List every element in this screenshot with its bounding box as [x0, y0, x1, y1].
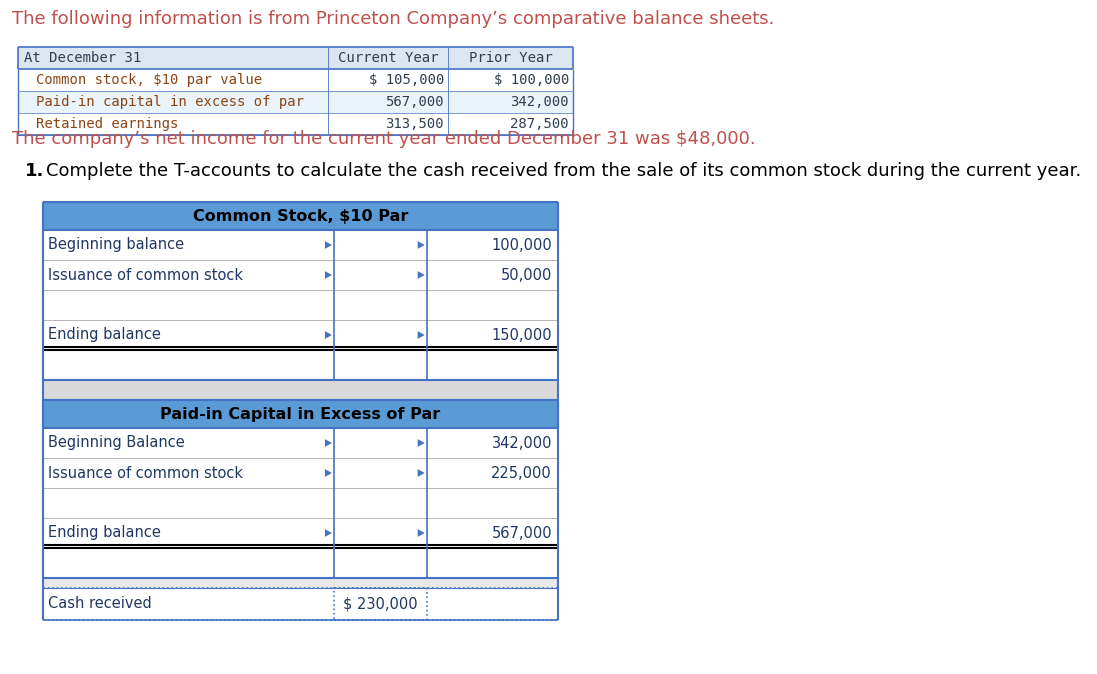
- Text: Complete the T-accounts to calculate the cash received from the sale of its comm: Complete the T-accounts to calculate the…: [46, 162, 1082, 180]
- Text: Cash received: Cash received: [48, 596, 151, 611]
- Polygon shape: [418, 439, 425, 447]
- Bar: [43, 290, 558, 320]
- Text: Ending balance: Ending balance: [48, 526, 161, 541]
- Polygon shape: [325, 331, 332, 339]
- Bar: [43, 518, 558, 548]
- Bar: [43, 578, 558, 588]
- Bar: [43, 588, 558, 620]
- Bar: [43, 350, 558, 380]
- Bar: [18, 91, 573, 113]
- Bar: [18, 113, 573, 135]
- Bar: [43, 230, 558, 260]
- Polygon shape: [325, 469, 332, 477]
- Bar: [18, 69, 573, 91]
- Polygon shape: [418, 241, 425, 249]
- Polygon shape: [418, 271, 425, 279]
- Text: 342,000: 342,000: [491, 435, 552, 450]
- Polygon shape: [325, 241, 332, 249]
- Polygon shape: [418, 331, 425, 339]
- Text: Beginning Balance: Beginning Balance: [48, 435, 184, 450]
- Text: 225,000: 225,000: [491, 466, 552, 481]
- Text: 100,000: 100,000: [491, 237, 552, 253]
- Bar: [333, 588, 427, 620]
- Text: $ 230,000: $ 230,000: [343, 596, 418, 611]
- Bar: [43, 428, 558, 458]
- Text: Common stock, $10 par value: Common stock, $10 par value: [36, 73, 262, 87]
- Bar: [43, 488, 558, 518]
- Bar: [43, 320, 558, 350]
- Polygon shape: [418, 529, 425, 537]
- Text: At December 31: At December 31: [24, 51, 142, 65]
- Text: Beginning balance: Beginning balance: [48, 237, 184, 253]
- Text: Paid-in Capital in Excess of Par: Paid-in Capital in Excess of Par: [160, 406, 441, 421]
- Polygon shape: [418, 469, 425, 477]
- Text: 1.: 1.: [25, 162, 44, 180]
- Text: Common Stock, $10 Par: Common Stock, $10 Par: [193, 208, 408, 224]
- Text: The company’s net income for the current year ended December 31 was $48,000.: The company’s net income for the current…: [12, 130, 756, 148]
- Text: 287,500: 287,500: [510, 117, 569, 131]
- Text: 567,000: 567,000: [491, 526, 552, 541]
- Text: 313,500: 313,500: [385, 117, 444, 131]
- Text: The following information is from Princeton Company’s comparative balance sheets: The following information is from Prince…: [12, 10, 774, 28]
- Polygon shape: [325, 271, 332, 279]
- Bar: [43, 548, 558, 578]
- Text: Issuance of common stock: Issuance of common stock: [48, 268, 244, 282]
- Bar: [43, 260, 558, 290]
- Bar: [43, 380, 558, 400]
- Text: 50,000: 50,000: [500, 268, 552, 282]
- Text: Ending balance: Ending balance: [48, 328, 161, 342]
- Text: Current Year: Current Year: [338, 51, 438, 65]
- Text: 342,000: 342,000: [510, 95, 569, 109]
- Bar: [43, 458, 558, 488]
- Polygon shape: [325, 439, 332, 447]
- Text: $ 105,000: $ 105,000: [369, 73, 444, 87]
- Bar: [43, 202, 558, 230]
- Text: $ 100,000: $ 100,000: [494, 73, 569, 87]
- Text: Paid-in capital in excess of par: Paid-in capital in excess of par: [36, 95, 304, 109]
- Text: 567,000: 567,000: [385, 95, 444, 109]
- Text: Prior Year: Prior Year: [468, 51, 553, 65]
- Text: Issuance of common stock: Issuance of common stock: [48, 466, 244, 481]
- Text: Retained earnings: Retained earnings: [36, 117, 179, 131]
- Bar: [43, 400, 558, 428]
- Bar: [43, 588, 558, 620]
- Polygon shape: [325, 529, 332, 537]
- Text: 150,000: 150,000: [491, 328, 552, 342]
- Bar: [18, 47, 573, 69]
